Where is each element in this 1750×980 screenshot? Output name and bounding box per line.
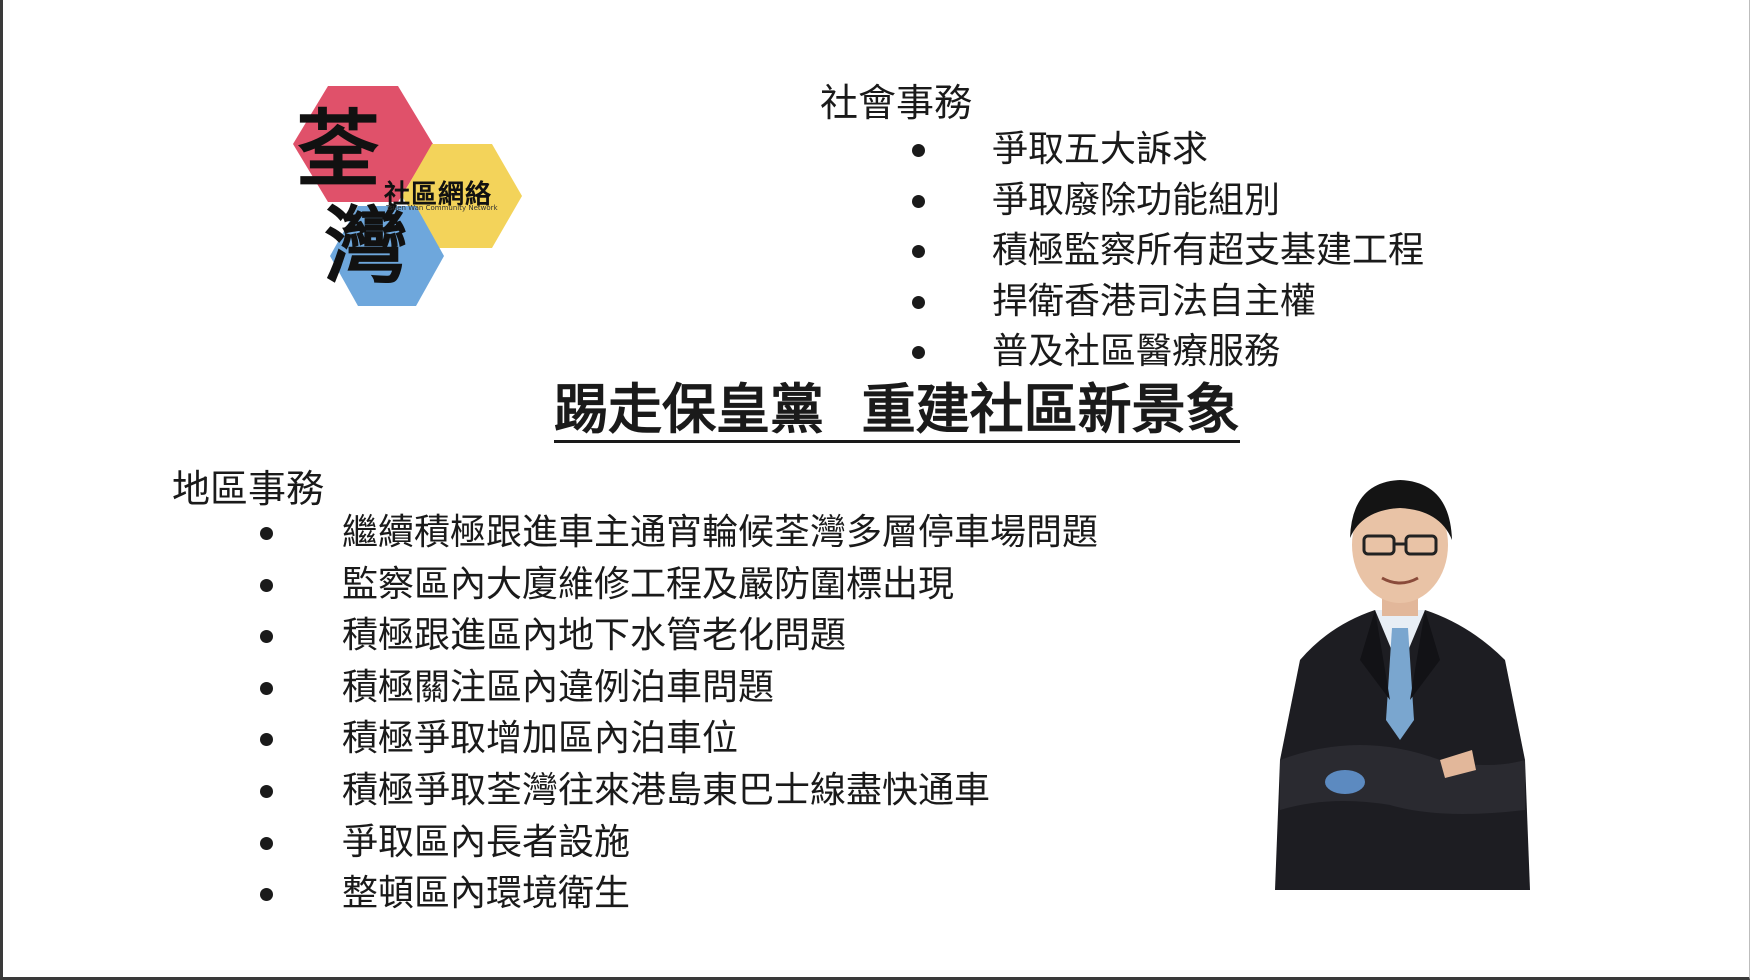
candidate-portrait bbox=[1240, 460, 1560, 900]
bullet-icon bbox=[912, 295, 925, 309]
list-item: 爭取區內長者設施 bbox=[260, 824, 1098, 877]
list-item: 普及社區醫療服務 bbox=[912, 334, 1424, 385]
logo-char-wan: 灣 bbox=[324, 197, 409, 295]
list-item: 繼續積極跟進車主通宵輪候荃灣多層停車場問題 bbox=[260, 515, 1098, 567]
list-item: 積極爭取增加區內泊車位 bbox=[260, 721, 1098, 773]
bullet-icon bbox=[912, 194, 925, 208]
district-affairs-list: 繼續積極跟進車主通宵輪候荃灣多層停車場問題 監察區內大廈維修工程及嚴防圍標出現 … bbox=[260, 515, 1098, 928]
bullet-icon bbox=[260, 784, 273, 798]
list-item: 爭取廢除功能組別 bbox=[912, 182, 1424, 234]
logo-hexagon-yellow bbox=[402, 144, 522, 248]
logo-english-name: Tsuen Wan Community Network bbox=[386, 204, 498, 212]
portrait-hair bbox=[1350, 480, 1452, 540]
list-item: 積極監察所有超支基建工程 bbox=[912, 233, 1424, 284]
social-affairs-title: 社會事務 bbox=[820, 81, 973, 125]
list-item: 積極關注區內違例泊車問題 bbox=[260, 669, 1098, 722]
list-item: 爭取五大訴求 bbox=[912, 132, 1424, 183]
headline-slogan: 踢走保皇黨 重建社區新景象 bbox=[554, 378, 1240, 443]
bullet-icon bbox=[912, 346, 925, 359]
bullet-icon bbox=[912, 245, 925, 258]
portrait-tie bbox=[1386, 628, 1414, 740]
portrait-arms bbox=[1280, 745, 1525, 814]
social-affairs-list: 爭取五大訴求 爭取廢除功能組別 積極監察所有超支基建工程 捍衛香港司法自主權 普… bbox=[912, 132, 1424, 385]
bullet-icon bbox=[912, 144, 925, 157]
district-affairs-title: 地區事務 bbox=[172, 467, 325, 511]
bullet-icon bbox=[260, 733, 273, 747]
list-item: 積極跟進區內地下水管老化問題 bbox=[260, 618, 1098, 670]
list-item: 捍衛香港司法自主權 bbox=[912, 283, 1424, 335]
logo-char-tsuen: 荃 bbox=[296, 101, 381, 199]
bullet-icon bbox=[260, 578, 273, 592]
list-item: 積極爭取荃灣往來港島東巴士線盡快通車 bbox=[260, 772, 1098, 825]
bullet-icon bbox=[260, 836, 273, 850]
logo-hexagon-blue bbox=[330, 206, 444, 306]
logo: 荃 灣 社區網絡 Tsuen Wan Community Network bbox=[290, 86, 530, 311]
list-item: 監察區內大廈維修工程及嚴防圍標出現 bbox=[260, 566, 1098, 619]
logo-hexagon-pink bbox=[293, 86, 433, 202]
bullet-icon bbox=[260, 527, 273, 540]
bullet-icon bbox=[260, 888, 273, 902]
bullet-icon bbox=[260, 630, 273, 644]
list-item: 整頓區內環境衛生 bbox=[260, 876, 1098, 928]
logo-hexagons bbox=[293, 86, 522, 306]
logo-subtitle: 社區網絡 bbox=[384, 180, 493, 210]
bullet-icon bbox=[260, 681, 273, 695]
